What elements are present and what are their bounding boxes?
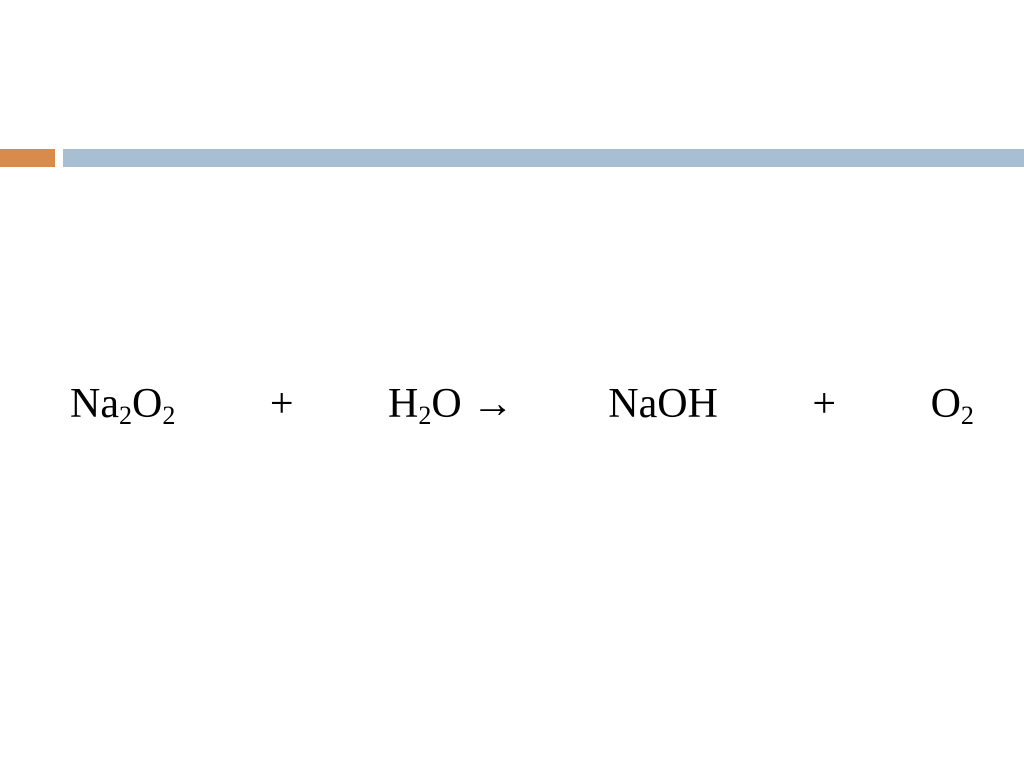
h-text: H [388,380,418,428]
accent-orange-segment [0,149,55,167]
arrow-yields: → [472,380,514,428]
accent-blue-segment [63,149,1024,167]
o-text-2: O [431,380,461,428]
accent-gap [55,149,63,167]
o-sub-2: 2 [162,401,175,431]
accent-bar [0,149,1024,167]
reactant-na2o2: Na2O2 [70,380,175,428]
chemical-equation: Na2O2 + H2O → NaOH + O2 [70,380,974,428]
product-o2: O2 [931,380,974,428]
o-text-3: O [931,380,961,428]
plus-operator-2: + [812,380,836,428]
h-sub-2: 2 [418,401,431,431]
reactant-h2o: H2O [388,380,462,428]
na-sub-2: 2 [119,401,132,431]
plus-operator-1: + [270,380,294,428]
product-naoh: NaOH [608,380,718,428]
reactant-h2o-with-arrow: H2O → [388,380,514,428]
o2-sub-2: 2 [961,401,974,431]
o-text: O [132,380,162,428]
na-text: Na [70,380,119,428]
